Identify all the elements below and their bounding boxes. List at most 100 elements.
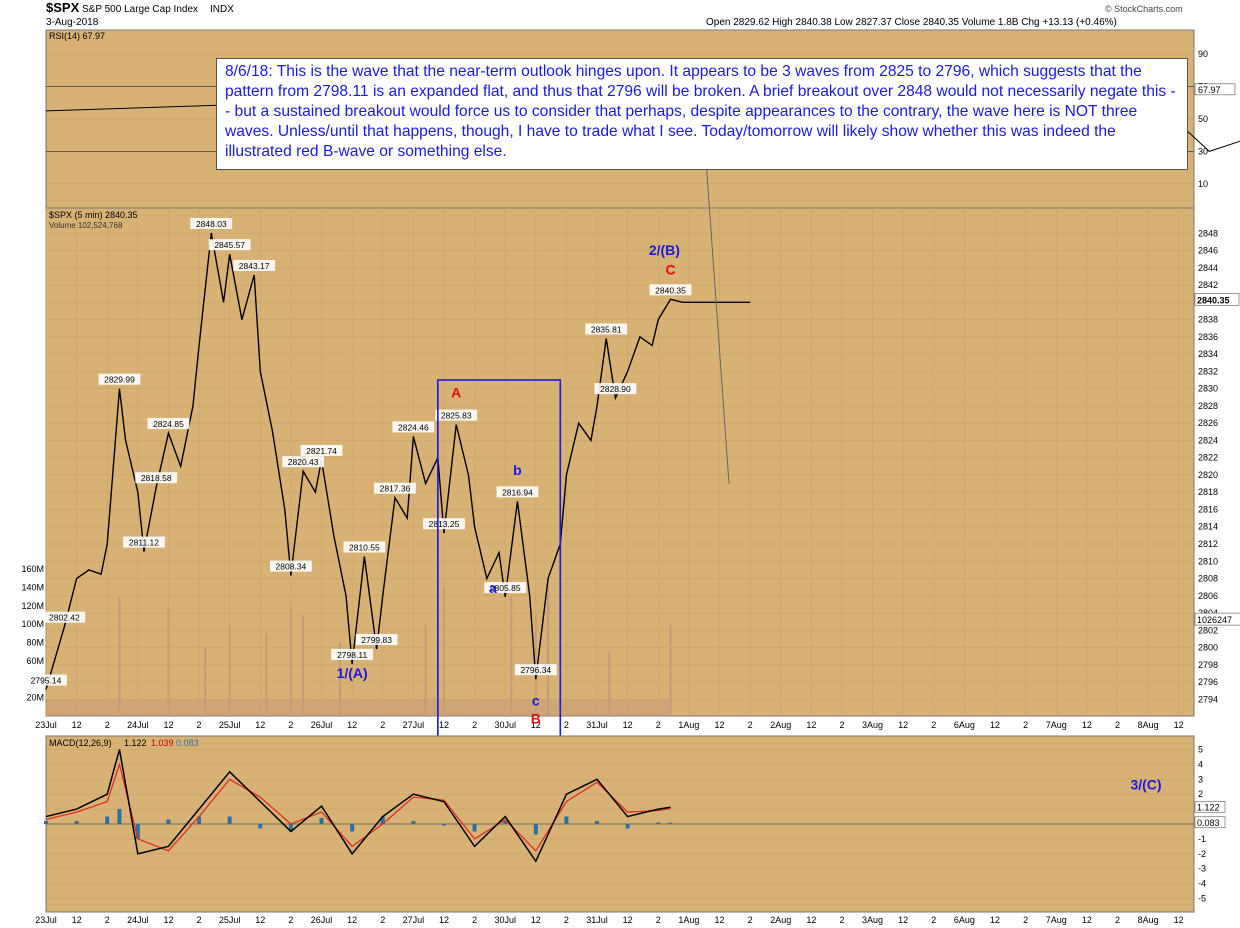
price-tick-label: 2832	[1198, 366, 1218, 376]
price-point-label: 2798.11	[337, 650, 367, 660]
macd-wave-label: 3/(C)	[1130, 777, 1161, 793]
macd-tick-label: -3	[1198, 864, 1206, 874]
price-point-label: 2811.12	[129, 538, 159, 548]
rsi-tick-label: 10	[1198, 179, 1208, 189]
macd-x-tick: 26Jul	[311, 915, 333, 925]
volume-axis-label: 20M	[26, 693, 44, 703]
price-point-label-bg	[649, 284, 692, 296]
macd-x-tick: 2	[839, 915, 844, 925]
price-x-tick: 25Jul	[219, 720, 241, 730]
rsi-current-box	[1194, 83, 1236, 96]
price-point-label: 2824.85	[153, 419, 184, 429]
price-point-label: 2808.34	[276, 562, 307, 572]
rsi-tick-label: 30	[1198, 146, 1208, 156]
price-series	[45, 232, 751, 690]
price-panel: 2848284628442842284028382836283428322830…	[21, 159, 1240, 752]
price-point-label-bg	[300, 444, 343, 456]
price-x-tick: 12	[898, 720, 908, 730]
macd-x-tick: 27Jul	[403, 915, 425, 925]
price-point-label: 2805.85	[490, 583, 521, 593]
price-point-label: 2802.42	[49, 613, 80, 623]
price-point-label-bg	[282, 456, 325, 468]
wave-label: C	[665, 262, 675, 278]
price-point-label: 2840.35	[655, 285, 686, 295]
wave-label: A	[451, 384, 461, 400]
price-x-tick: 12	[72, 720, 82, 730]
macd-histogram-bar	[135, 824, 140, 839]
price-point-label-bg	[594, 383, 637, 395]
price-tick-label: 2820	[1198, 470, 1218, 480]
macd-tick-label: 2	[1198, 789, 1203, 799]
price-point-label-bg	[270, 560, 312, 572]
price-point-label: 2795.14	[31, 676, 62, 686]
wave-label: a	[489, 580, 497, 596]
macd-signal-value: 1.039	[151, 738, 174, 748]
price-x-tick: 7Aug	[1046, 720, 1067, 730]
macd-x-tick: 2	[472, 915, 477, 925]
macd-right-box	[1194, 800, 1226, 813]
price-bg	[45, 207, 1195, 717]
macd-histogram-bar	[117, 809, 122, 824]
price-point-label-bg	[496, 486, 539, 498]
macd-histogram-bar	[472, 824, 477, 832]
volume-title: Volume 102,524,768	[49, 221, 123, 230]
wave-label: b	[513, 462, 522, 478]
macd-histogram-bar	[595, 821, 600, 824]
price-tick-label: 2828	[1198, 401, 1218, 411]
wave-label: c	[532, 692, 540, 708]
price-x-tick: 2	[1115, 720, 1120, 730]
price-point-label: 2829.99	[104, 375, 135, 385]
macd-histogram-bar	[166, 819, 171, 824]
price-point-label-bg	[423, 518, 465, 530]
macd-right-label: 1.122	[1197, 802, 1220, 812]
macd-x-tick: 7Aug	[1046, 915, 1067, 925]
price-point-label-bg	[374, 482, 416, 494]
price-tick-label: 2798	[1198, 660, 1218, 670]
macd-x-tick: 2Aug	[770, 915, 791, 925]
price-point-label-bg	[43, 611, 86, 623]
rsi-tick-label: 50	[1198, 114, 1208, 124]
price-x-tick: 12	[163, 720, 173, 730]
price-x-tick: 12	[714, 720, 724, 730]
price-point-label-bg	[123, 536, 165, 548]
macd-x-tick: 12	[714, 915, 724, 925]
price-tick-label: 2824	[1198, 435, 1218, 445]
last-price-label: 2840.35	[1197, 295, 1230, 305]
volume-axis-label: 100M	[21, 619, 44, 629]
price-tick-label: 2844	[1198, 263, 1218, 273]
macd-histogram-bar	[319, 818, 324, 824]
macd-x-tick: 12	[1174, 915, 1184, 925]
macd-x-tick: 12	[255, 915, 265, 925]
price-x-tick: 2	[656, 720, 661, 730]
macd-hist-value: 0.083	[176, 738, 199, 748]
macd-tick-label: -1	[1198, 834, 1206, 844]
macd-value: 1.122	[124, 738, 147, 748]
price-x-tick: 2	[931, 720, 936, 730]
price-point-label: 2824.46	[398, 422, 429, 432]
macd-x-tick: 12	[163, 915, 173, 925]
price-point-label: 2835.81	[591, 324, 622, 334]
price-point-label-bg	[484, 582, 527, 594]
price-x-tick: 2	[288, 720, 293, 730]
price-point-label-bg	[190, 218, 233, 230]
macd-x-tick: 12	[439, 915, 449, 925]
price-x-tick: 2	[380, 720, 385, 730]
volume-current-label: 1026247	[1197, 615, 1232, 625]
macd-x-tick: 12	[990, 915, 1000, 925]
macd-right-box	[1194, 816, 1226, 829]
macd-tick-label: 4	[1198, 759, 1203, 769]
price-tick-label: 2848	[1198, 228, 1218, 238]
chart-exchange: INDX	[210, 4, 234, 15]
price-tick-label: 2846	[1198, 246, 1218, 256]
price-x-tick: 2	[197, 720, 202, 730]
volume-axis-label: 140M	[21, 583, 44, 593]
price-x-tick: 2	[748, 720, 753, 730]
wave-label: 2/(B)	[649, 242, 680, 258]
macd-histogram-bar	[503, 821, 508, 824]
price-point-label: 2820.43	[288, 457, 319, 467]
macd-histogram-bar	[105, 816, 110, 824]
price-point-label-bg	[208, 239, 251, 251]
macd-x-tick: 25Jul	[219, 915, 241, 925]
price-point-label: 2816.94	[502, 487, 533, 497]
macd-x-tick: 12	[1082, 915, 1092, 925]
